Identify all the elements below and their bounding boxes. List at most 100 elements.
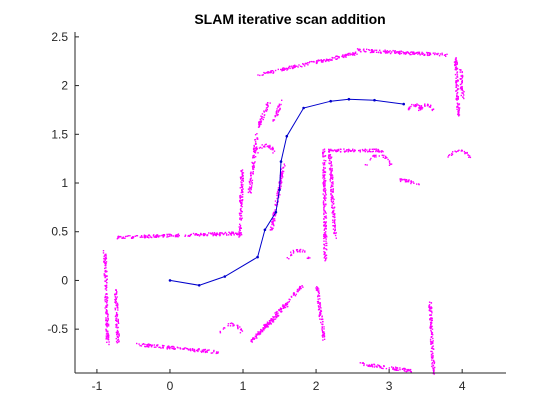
scan-point	[281, 68, 283, 71]
scan-point	[105, 333, 108, 335]
scan-point	[144, 345, 146, 348]
scan-point	[443, 54, 446, 56]
scan-point	[384, 155, 387, 158]
scan-point	[370, 364, 373, 366]
scan-point	[274, 215, 276, 217]
scan-point	[433, 360, 435, 363]
scan-point	[261, 147, 263, 149]
scan-point	[289, 65, 291, 68]
scan-point	[169, 235, 171, 237]
scan-point	[431, 363, 433, 365]
scan-point	[321, 329, 323, 332]
scan-point	[301, 66, 303, 68]
scan-point	[277, 201, 279, 203]
scan-point	[241, 182, 243, 184]
scan-point	[345, 150, 347, 152]
scan-point	[326, 248, 328, 251]
scan-point	[237, 326, 239, 328]
scan-point	[390, 163, 392, 165]
scan-point	[115, 300, 117, 303]
trajectory-point	[402, 102, 406, 106]
scan-point	[359, 48, 361, 51]
scan-point	[280, 103, 282, 106]
scan-point	[296, 249, 299, 251]
scan-point	[422, 52, 424, 55]
scan-point	[105, 285, 107, 287]
scan-point	[461, 85, 463, 88]
scan-point	[421, 53, 423, 55]
scan-point	[241, 200, 243, 202]
scan-point	[318, 308, 320, 310]
scan-point	[347, 150, 350, 152]
scan-point	[366, 48, 368, 50]
scan-point	[424, 54, 426, 56]
scan-point	[463, 94, 465, 96]
scan-point	[426, 53, 429, 55]
scan-point	[254, 335, 257, 337]
scan-point	[331, 167, 333, 170]
scan-point	[239, 332, 242, 334]
scan-point	[105, 284, 108, 286]
scan-point	[240, 186, 243, 188]
scan-point	[283, 305, 285, 307]
scan-point	[264, 146, 266, 148]
scan-point	[104, 295, 107, 297]
scan-point	[207, 349, 209, 351]
scan-point	[242, 180, 244, 182]
scan-point	[239, 176, 242, 179]
scan-point	[119, 236, 121, 238]
scan-point	[324, 177, 326, 180]
scan-point	[280, 179, 282, 182]
scan-point	[270, 323, 272, 325]
scan-point	[375, 49, 378, 51]
scan-point	[417, 53, 419, 55]
scan-point	[333, 215, 335, 218]
scan-point	[276, 313, 278, 315]
scan-point	[276, 113, 278, 115]
scan-point	[324, 190, 326, 193]
scan-point	[322, 149, 324, 151]
scan-point	[240, 219, 242, 221]
scan-point	[323, 174, 326, 177]
scan-point	[464, 152, 466, 155]
scan-point	[105, 337, 107, 339]
scan-point	[154, 236, 157, 238]
scan-point	[329, 159, 331, 162]
scan-point	[105, 289, 108, 291]
scan-point	[280, 309, 282, 311]
scan-point	[469, 156, 472, 159]
scan-point	[273, 318, 275, 320]
scan-point	[298, 289, 301, 291]
scan-point	[174, 348, 176, 350]
scan-point	[262, 329, 265, 331]
scan-point	[330, 184, 333, 186]
scan-point	[352, 148, 354, 150]
scan-point	[237, 324, 239, 327]
scan-point	[277, 111, 279, 113]
scan-point	[272, 316, 275, 319]
scan-point	[117, 338, 120, 341]
scan-point	[309, 61, 311, 63]
scan-point	[275, 111, 277, 113]
scan-point	[368, 150, 370, 152]
scan-point	[115, 314, 118, 316]
scan-point	[117, 309, 119, 311]
scan-point	[369, 51, 372, 54]
scan-point	[308, 62, 310, 64]
scan-point	[106, 270, 108, 273]
scan-point	[323, 248, 325, 250]
scan-point	[455, 57, 457, 59]
scan-point	[276, 194, 278, 197]
scan-point	[277, 110, 279, 112]
scan-point	[276, 192, 278, 195]
scan-segment	[322, 148, 328, 262]
scan-segment	[272, 99, 283, 122]
scan-point	[375, 150, 377, 153]
scan-point	[266, 326, 268, 328]
scan-point	[325, 228, 327, 230]
scan-point	[182, 348, 184, 350]
scan-point	[217, 351, 219, 353]
scan-point	[148, 343, 150, 346]
scan-point	[267, 323, 269, 326]
scan-point	[107, 315, 109, 317]
